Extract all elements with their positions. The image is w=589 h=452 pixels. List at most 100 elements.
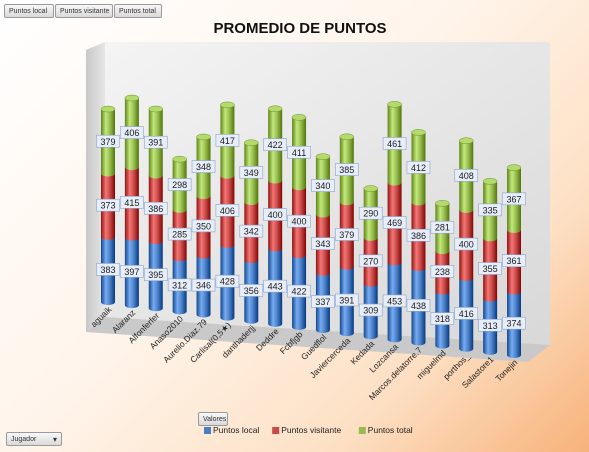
data-label-box: [263, 208, 287, 221]
bar-top-cap-7: [244, 139, 259, 146]
bar-top-cap-3: [148, 105, 164, 113]
data-label-box: [143, 135, 168, 149]
bar-top-cap-2: [124, 94, 140, 102]
data-label-box: [239, 166, 264, 179]
data-label-box: [478, 203, 502, 217]
data-label: 379: [339, 230, 354, 240]
chart-side-wall: [86, 42, 105, 332]
data-label: 349: [244, 168, 259, 178]
data-label: 361: [506, 256, 521, 266]
legend-label-3: Puntos total: [368, 425, 413, 435]
data-label: 406: [220, 206, 235, 216]
data-label: 416: [459, 309, 474, 319]
legend-label-2: Puntos visitante: [281, 425, 341, 435]
data-label-box: [311, 179, 335, 192]
data-label-box: [167, 227, 192, 241]
data-label-box: [406, 298, 431, 312]
data-label-box: [454, 237, 479, 251]
values-field-button[interactable]: Valores: [198, 412, 228, 426]
data-label-box: [358, 254, 383, 268]
bar-top-cap-13: [387, 101, 402, 108]
data-label: 383: [100, 265, 115, 275]
data-label-box: [454, 307, 479, 320]
data-label: 395: [148, 270, 163, 280]
data-label: 337: [315, 297, 330, 307]
data-label-box: [311, 295, 335, 308]
bar-top-cap-10: [315, 153, 331, 160]
data-label-box: [454, 169, 479, 182]
bar-top-cap-4: [172, 155, 187, 163]
data-label-box: [406, 161, 431, 174]
bar-top-cap-14: [411, 129, 426, 136]
data-label: 285: [172, 230, 187, 240]
data-label: 428: [220, 277, 235, 287]
data-label: 318: [435, 314, 450, 324]
filter-button-puntos-local[interactable]: Puntos local: [4, 4, 54, 18]
data-label-box: [167, 178, 192, 191]
data-label: 342: [244, 227, 259, 237]
data-label-box: [287, 145, 311, 159]
data-label-box: [120, 265, 144, 278]
data-label-box: [335, 228, 359, 241]
data-label-box: [191, 278, 216, 292]
data-label-box: [430, 265, 455, 278]
filter-button-puntos-total[interactable]: Puntos total: [114, 4, 162, 18]
legend-swatch-1: [204, 427, 211, 434]
data-label: 281: [435, 223, 450, 233]
data-label: 397: [124, 267, 139, 277]
row-field-button-jugador[interactable]: Jugador ▾: [6, 432, 62, 446]
data-label-box: [311, 237, 335, 250]
data-label: 461: [387, 139, 402, 149]
data-label-box: [430, 220, 455, 234]
data-label: 438: [411, 301, 426, 311]
bar-top-cap-15: [435, 200, 450, 207]
data-label-box: [120, 126, 144, 139]
data-label: 408: [459, 171, 474, 181]
x-tick-label: Tonejin: [493, 357, 519, 383]
data-label: 348: [196, 162, 211, 172]
chart-floor: [86, 317, 550, 362]
chart-title: PROMEDIO DE PUNTOS: [213, 20, 386, 37]
data-label-box: [191, 219, 216, 233]
data-label: 386: [411, 231, 426, 241]
bar-top-cap-16: [458, 137, 474, 144]
bar-top-cap-12: [363, 185, 378, 192]
data-label-box: [502, 254, 526, 268]
legend-swatch-3: [358, 427, 366, 434]
bar-top-cap-18: [506, 164, 522, 171]
data-label: 400: [459, 240, 474, 250]
bar-top-cap-9: [291, 114, 307, 121]
data-label-box: [335, 163, 359, 176]
data-label: 290: [363, 209, 378, 219]
data-label-box: [167, 278, 192, 292]
bar-top-cap-6: [220, 101, 235, 109]
data-label: 379: [100, 137, 115, 147]
legend: Puntos local Puntos visitante Puntos total: [204, 425, 413, 435]
bar-top-cap-11: [339, 133, 355, 141]
data-label-box: [263, 279, 287, 293]
data-label: 373: [100, 201, 115, 211]
data-label-box: [335, 293, 359, 307]
data-label-box: [96, 134, 120, 148]
data-label-box: [478, 318, 502, 332]
bar-top-cap-1: [100, 105, 116, 113]
data-label-box: [120, 196, 144, 209]
data-label: 391: [148, 138, 163, 148]
filter-dropdown-icon[interactable]: ▾: [52, 435, 57, 444]
data-label: 412: [411, 163, 426, 173]
data-label: 355: [483, 264, 498, 274]
data-label: 309: [363, 306, 378, 316]
data-label: 443: [268, 282, 283, 292]
data-label-box: [215, 274, 240, 288]
data-label: 453: [387, 296, 402, 306]
data-label-box: [358, 303, 383, 317]
filter-button-puntos-visitante[interactable]: Puntos visitante: [55, 4, 113, 18]
legend-swatch-2: [272, 427, 280, 434]
data-label-box: [96, 198, 120, 212]
data-label-box: [502, 192, 526, 206]
data-label: 350: [196, 221, 211, 231]
data-label: 298: [172, 180, 187, 190]
data-label: 270: [363, 256, 378, 266]
data-label: 346: [196, 281, 211, 291]
data-label-box: [287, 284, 311, 298]
